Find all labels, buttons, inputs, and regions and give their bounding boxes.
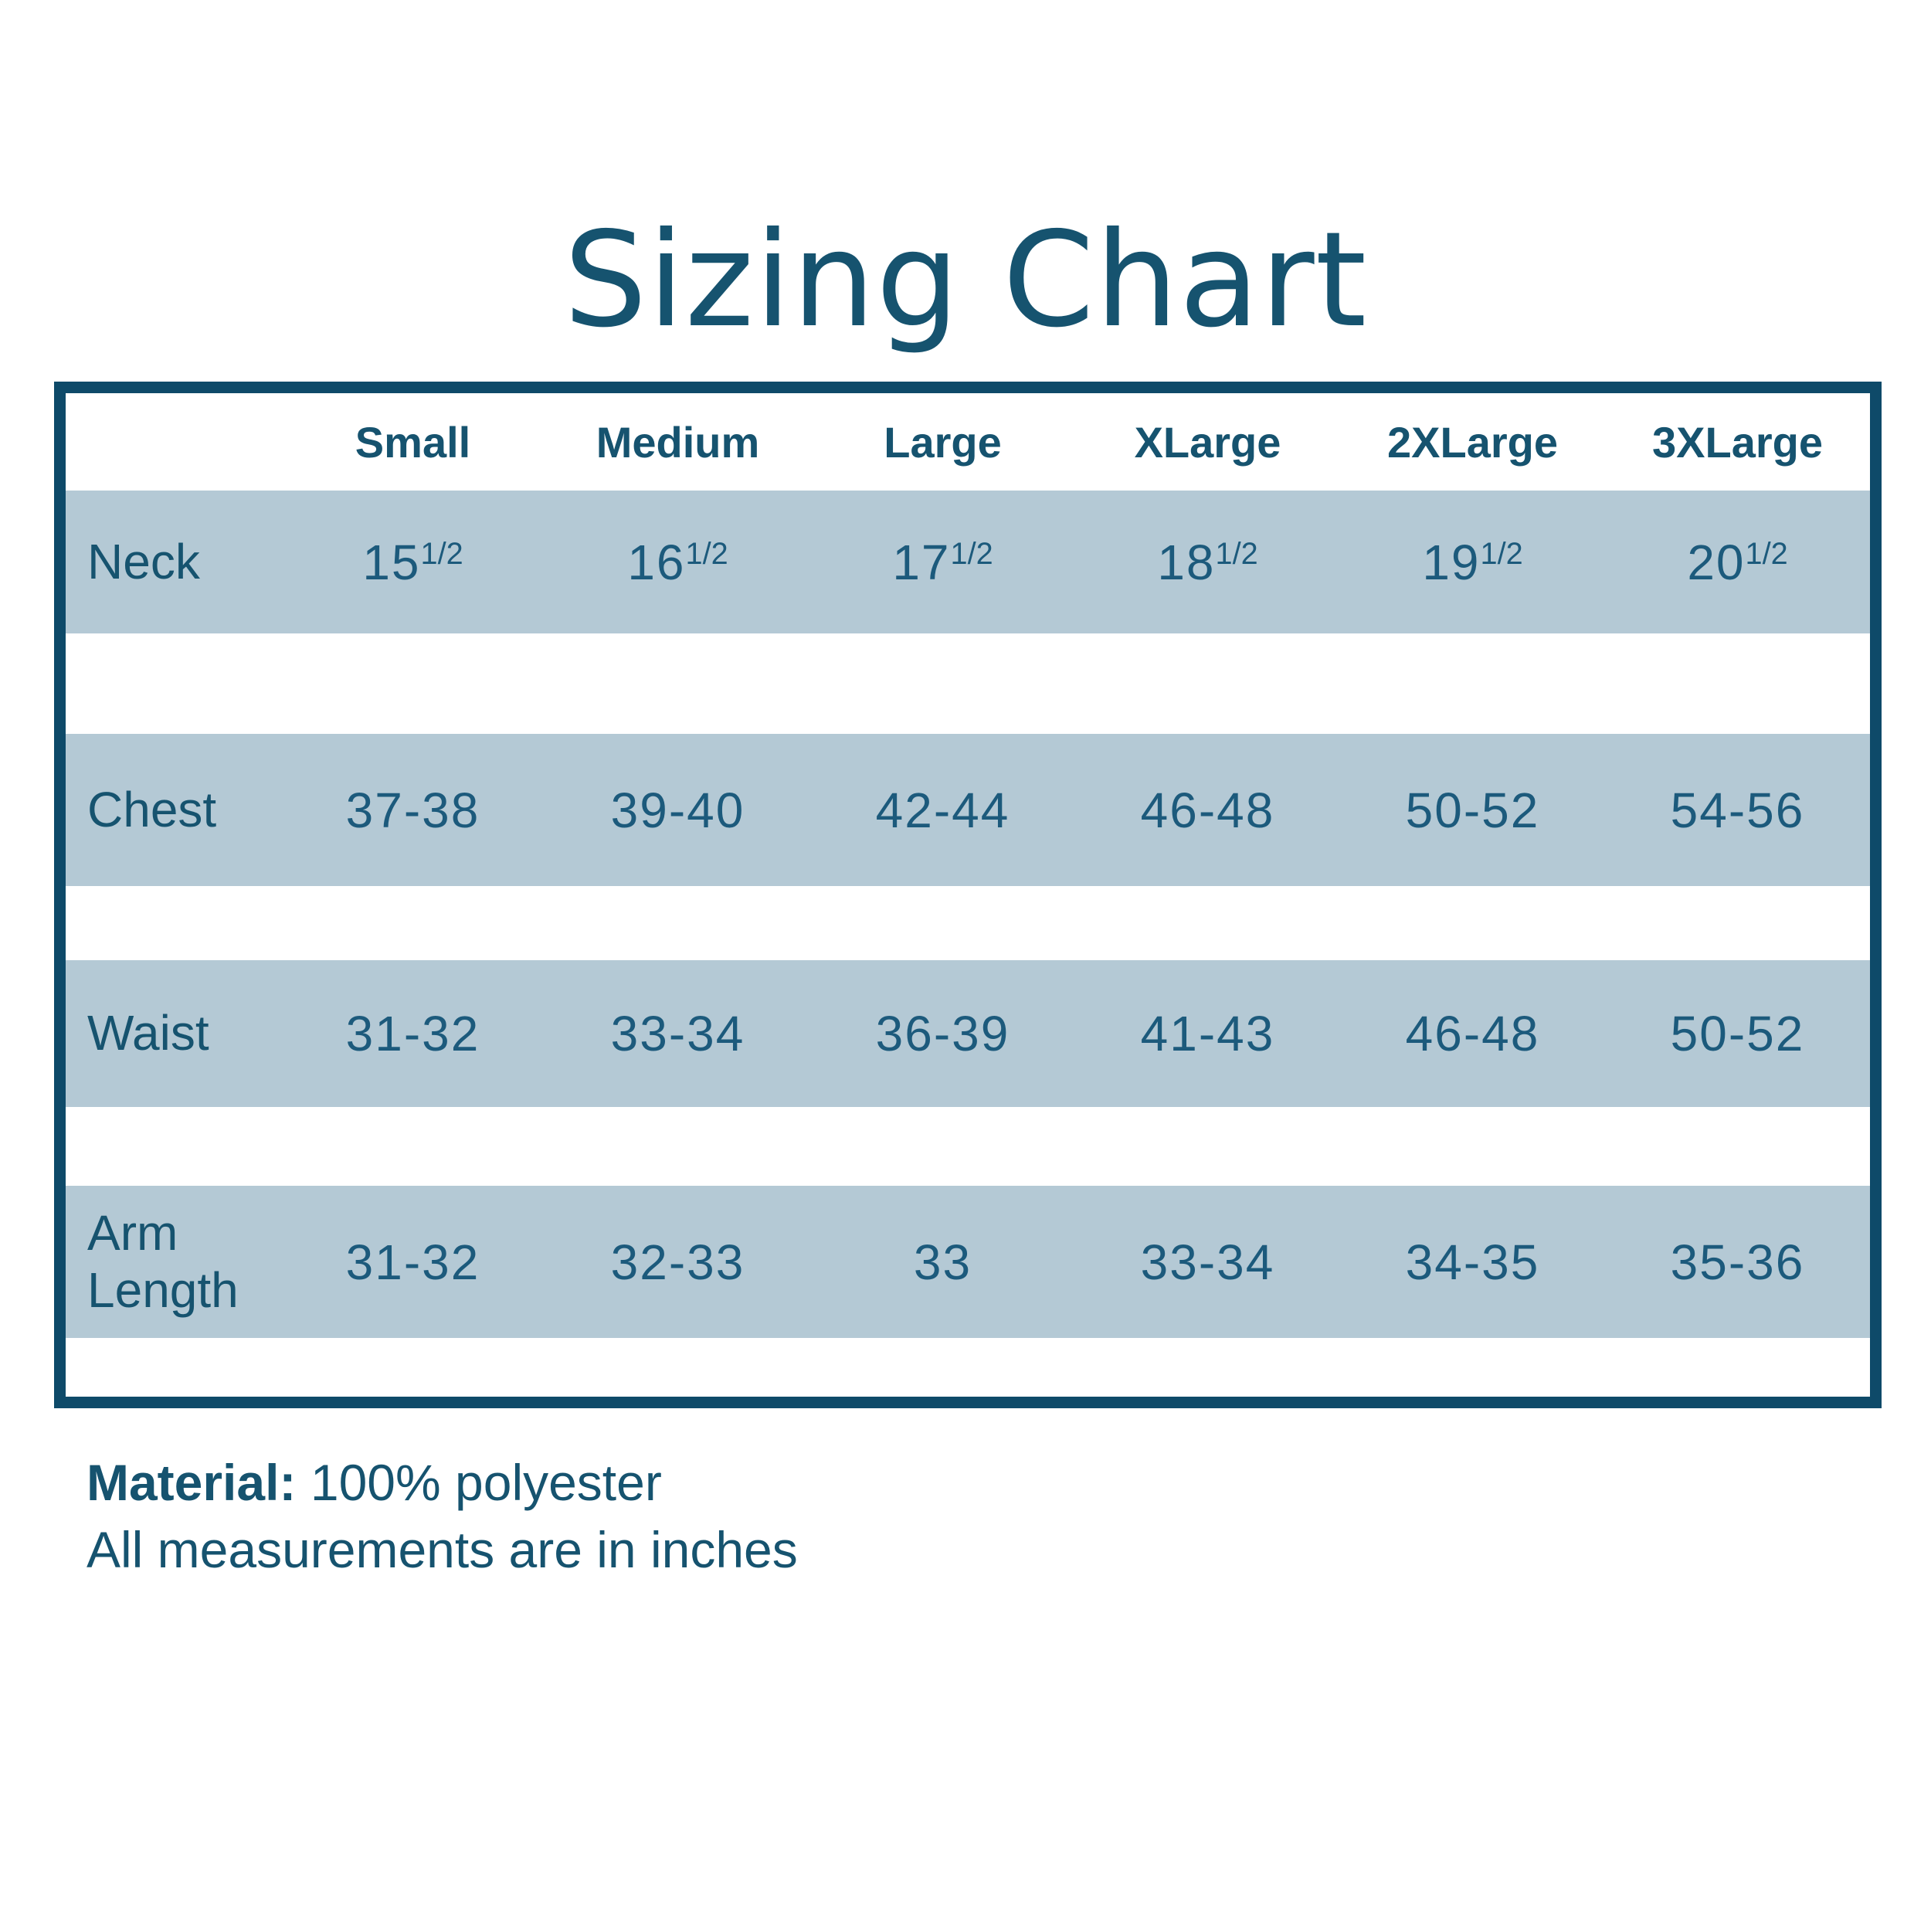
measurements-note: All measurements are in inches — [87, 1521, 798, 1579]
size-cell: 31-32 — [345, 1006, 480, 1061]
row-label: Chest — [87, 781, 217, 837]
size-cell: 41-43 — [1140, 1006, 1275, 1061]
material-value: 100% polyester — [310, 1454, 662, 1511]
spacer-row — [66, 1107, 1870, 1186]
fraction: 1/2 — [1745, 536, 1788, 571]
spacer-cell — [66, 886, 1870, 960]
row-label: Waist — [87, 1005, 209, 1061]
size-cell: 33-34 — [1140, 1234, 1275, 1290]
size-cell: 181/2 — [1157, 534, 1258, 590]
size-row-neck: Neck 151/2 161/2 171/2 181/2 191/2 201/2 — [66, 491, 1870, 633]
size-row-waist: Waist 31-32 33-34 36-39 41-43 46-48 50-52 — [66, 960, 1870, 1107]
sizing-table-frame: Small Medium Large XLarge 2XLarge 3XLarge Nec… — [54, 382, 1882, 1408]
size-cell: 32-33 — [610, 1234, 745, 1290]
size-cell: 151/2 — [362, 534, 463, 590]
column-header-2xlarge: 2XLarge — [1340, 393, 1605, 491]
fraction: 1/2 — [685, 536, 728, 571]
row-label: Neck — [87, 533, 200, 589]
size-cell: 171/2 — [892, 534, 993, 590]
column-header-small: Small — [280, 393, 545, 491]
size-cell: 50-52 — [1405, 782, 1540, 838]
column-header-xlarge: XLarge — [1075, 393, 1340, 491]
fraction: 1/2 — [1480, 536, 1523, 571]
column-header-large: Large — [810, 393, 1075, 491]
size-cell: 46-48 — [1405, 1006, 1540, 1061]
spacer-cell — [66, 1107, 1870, 1186]
spacer-row — [66, 633, 1870, 734]
column-header-3xlarge: 3XLarge — [1605, 393, 1870, 491]
material-line: Material: 100% polyester — [87, 1449, 798, 1516]
sizing-table: Small Medium Large XLarge 2XLarge 3XLarge Nec… — [66, 393, 1870, 1397]
spacer-row — [66, 886, 1870, 960]
size-cell: 34-35 — [1405, 1234, 1540, 1290]
spacer-row — [66, 1338, 1870, 1397]
corner-cell — [66, 393, 280, 491]
footer-notes: Material: 100% polyester All measurements… — [87, 1449, 798, 1584]
size-cell: 39-40 — [610, 782, 745, 838]
size-cell: 31-32 — [345, 1234, 480, 1290]
size-cell: 33-34 — [610, 1006, 745, 1061]
size-table-body: Neck 151/2 161/2 171/2 181/2 191/2 201/2 Chest 3… — [66, 491, 1870, 1397]
fraction: 1/2 — [420, 536, 463, 571]
size-cell: 54-56 — [1670, 782, 1805, 838]
fraction: 1/2 — [1215, 536, 1258, 571]
size-cell: 42-44 — [875, 782, 1010, 838]
size-cell: 35-36 — [1670, 1234, 1805, 1290]
row-label: Arm Length — [87, 1204, 239, 1318]
size-cell: 201/2 — [1687, 534, 1788, 590]
spacer-cell — [66, 1338, 1870, 1397]
size-cell: 46-48 — [1140, 782, 1275, 838]
page-title: Sizing Chart — [563, 204, 1368, 357]
size-cell: 50-52 — [1670, 1006, 1805, 1061]
size-cell: 191/2 — [1422, 534, 1523, 590]
size-row-arm-length: Arm Length 31-32 32-33 33 33-34 34-35 35-36 — [66, 1186, 1870, 1338]
size-cell: 161/2 — [627, 534, 728, 590]
material-label: Material: — [87, 1454, 297, 1511]
size-cell: 33 — [913, 1234, 972, 1290]
column-header-medium: Medium — [545, 393, 810, 491]
header-row: Small Medium Large XLarge 2XLarge 3XLarge — [66, 393, 1870, 491]
spacer-cell — [66, 633, 1870, 734]
size-cell: 36-39 — [875, 1006, 1010, 1061]
size-table-header: Small Medium Large XLarge 2XLarge 3XLarge — [66, 393, 1870, 491]
size-cell: 37-38 — [345, 782, 480, 838]
fraction: 1/2 — [950, 536, 993, 571]
size-row-chest: Chest 37-38 39-40 42-44 46-48 50-52 54-56 — [66, 734, 1870, 886]
